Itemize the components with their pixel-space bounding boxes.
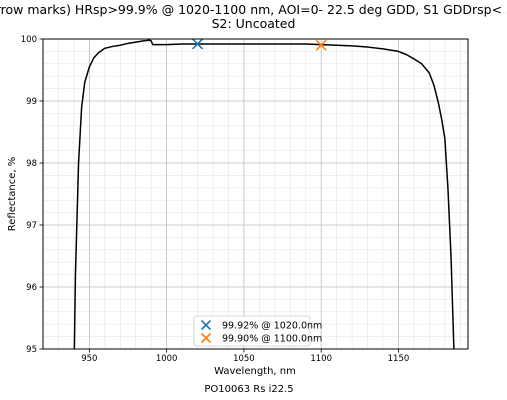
footer-text: PO10063 Rs i22.5 (204, 384, 293, 395)
major-grid (43, 38, 468, 350)
x-tick-label: 1150 (388, 354, 410, 364)
marker-layer (191, 38, 327, 51)
legend-entries: 99.92% @ 1020.0nm 99.90% @ 1100.0nm (200, 319, 322, 345)
series-layer (73, 39, 455, 349)
x-axis-label: Wavelength, nm (214, 366, 296, 377)
x-marker (191, 38, 204, 50)
legend-label: 99.90% @ 1100.0nm (222, 334, 322, 345)
x-tick-label: 1100 (310, 354, 332, 364)
legend: 99.92% @ 1020.0nm 99.90% @ 1100.0nm (193, 315, 322, 347)
y-tick-label: 96 (26, 283, 37, 293)
x-axis-ticks: 950 1000 1050 1100 1150 (81, 349, 409, 364)
legend-marker (200, 332, 212, 344)
x-tick-label: 1000 (156, 354, 178, 364)
y-tick-label: 97 (26, 221, 37, 231)
y-axis-ticks: 95 96 97 98 99 100 (21, 35, 43, 355)
y-tick-label: 98 (26, 159, 37, 169)
legend-marker (200, 319, 212, 331)
legend-box (193, 315, 311, 347)
y-tick-label: 99 (26, 97, 37, 107)
x-tick-label: 1050 (233, 354, 255, 364)
y-tick-label: 100 (21, 35, 37, 45)
minor-grid (42, 39, 468, 349)
chart-title-line2: S2: Uncoated (212, 16, 296, 31)
x-tick-label: 950 (81, 354, 97, 364)
y-axis-label: Reflectance, % (7, 157, 18, 232)
y-tick-label: 95 (26, 345, 37, 355)
chart-title-line1: S1:(Arrow marks) HRsp>99.9% @ 1020-1100 … (0, 2, 507, 17)
plot-frame (42, 38, 469, 350)
x-marker (315, 39, 327, 51)
legend-label: 99.92% @ 1020.0nm (222, 321, 322, 332)
reflectance-line (73, 39, 455, 349)
